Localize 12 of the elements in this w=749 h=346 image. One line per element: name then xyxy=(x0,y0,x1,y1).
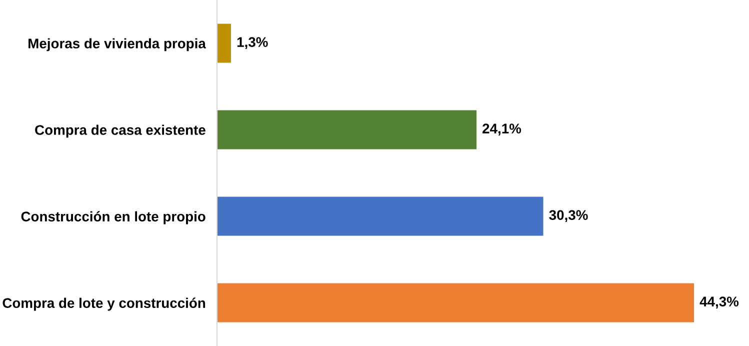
y-tick-label: Construcción en lote propio xyxy=(21,211,206,224)
bar xyxy=(217,24,231,63)
bar xyxy=(217,110,476,150)
data-label: 24,1% xyxy=(482,124,522,136)
y-tick-label: Mejoras de vivienda propia xyxy=(28,38,206,52)
data-label: 44,3% xyxy=(700,296,739,308)
y-tick-label: Compra de lote y construcción xyxy=(2,298,206,311)
data-label: 30,3% xyxy=(549,210,588,222)
bar xyxy=(217,196,544,236)
data-label: 1,3% xyxy=(237,37,268,49)
bar xyxy=(217,283,694,322)
y-tick-label: Compra de casa existente xyxy=(35,124,206,138)
